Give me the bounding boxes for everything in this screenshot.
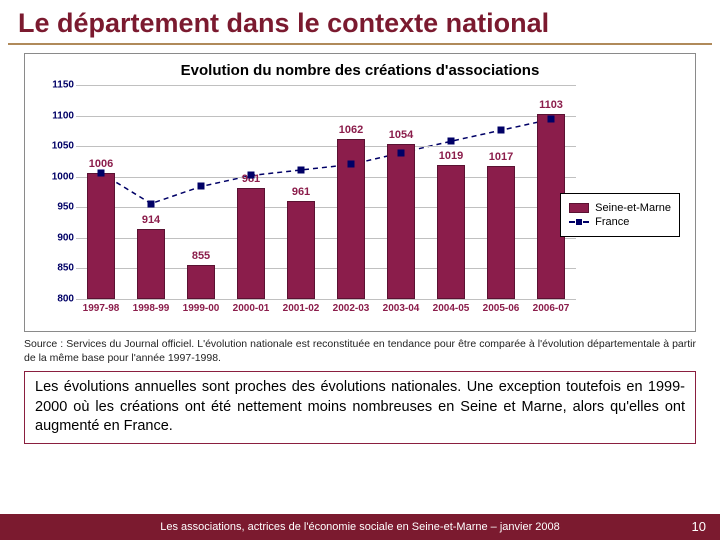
chart-canvas: 100691485598196110621054101910171103 Sei… — [40, 85, 680, 325]
legend-label: Seine-et-Marne — [595, 202, 671, 214]
line-marker — [348, 161, 355, 168]
slide-title: Le département dans le contexte national — [0, 0, 720, 43]
bar — [137, 229, 165, 299]
bar — [87, 173, 115, 299]
bar-value-label: 1062 — [339, 124, 363, 136]
bar-value-label: 1054 — [389, 129, 413, 141]
line-marker — [298, 166, 305, 173]
legend-item-bar: Seine-et-Marne — [569, 202, 671, 214]
title-underline — [8, 43, 712, 45]
y-tick-label: 1000 — [52, 171, 74, 182]
line-marker — [148, 200, 155, 207]
y-tick-label: 800 — [57, 294, 74, 305]
plot-area: 100691485598196110621054101910171103 — [76, 85, 576, 299]
y-tick-label: 850 — [57, 263, 74, 274]
line-marker — [198, 183, 205, 190]
bar-value-label: 855 — [192, 250, 210, 262]
line-marker — [398, 149, 405, 156]
analysis-text: Les évolutions annuelles sont proches de… — [24, 371, 696, 444]
bar — [287, 201, 315, 299]
bar — [237, 188, 265, 299]
y-tick-label: 1050 — [52, 141, 74, 152]
x-tick-label: 2004-05 — [433, 303, 470, 314]
bar-value-label: 1006 — [89, 158, 113, 170]
legend-swatch-line-icon — [569, 221, 589, 223]
bar-value-label: 1019 — [439, 150, 463, 162]
bar — [187, 265, 215, 299]
x-tick-label: 2006-07 — [533, 303, 570, 314]
bar-value-label: 914 — [142, 214, 160, 226]
bar-value-label: 1103 — [539, 99, 563, 111]
gridline — [76, 85, 576, 86]
legend-swatch-bar-icon — [569, 203, 589, 213]
x-tick-label: 2000-01 — [233, 303, 270, 314]
chart-legend: Seine-et-Marne France — [560, 193, 680, 237]
x-tick-label: 2005-06 — [483, 303, 520, 314]
x-tick-label: 2003-04 — [383, 303, 420, 314]
bar-value-label: 961 — [292, 186, 310, 198]
line-marker — [98, 170, 105, 177]
bar — [437, 165, 465, 299]
legend-item-line: France — [569, 216, 671, 228]
footer-text: Les associations, actrices de l'économie… — [160, 521, 560, 533]
y-tick-label: 1150 — [52, 80, 74, 91]
x-tick-label: 1997-98 — [83, 303, 120, 314]
x-tick-label: 2001-02 — [283, 303, 320, 314]
legend-label: France — [595, 216, 629, 228]
bar — [387, 144, 415, 299]
line-marker — [548, 116, 555, 123]
x-tick-label: 1998-99 — [133, 303, 170, 314]
y-tick-label: 1100 — [52, 110, 74, 121]
y-tick-label: 950 — [57, 202, 74, 213]
page-number: 10 — [692, 514, 706, 540]
bar-value-label: 1017 — [489, 151, 513, 163]
x-tick-label: 1999-00 — [183, 303, 220, 314]
bar — [487, 166, 515, 299]
gridline — [76, 299, 576, 300]
gridline — [76, 146, 576, 147]
line-marker — [248, 172, 255, 179]
source-note: Source : Services du Journal officiel. L… — [24, 338, 696, 365]
gridline — [76, 116, 576, 117]
line-marker — [448, 138, 455, 145]
line-marker — [498, 127, 505, 134]
y-tick-label: 900 — [57, 232, 74, 243]
chart-container: Evolution du nombre des créations d'asso… — [24, 53, 696, 332]
chart-title: Evolution du nombre des créations d'asso… — [35, 62, 685, 79]
footer-bar: Les associations, actrices de l'économie… — [0, 514, 720, 540]
x-tick-label: 2002-03 — [333, 303, 370, 314]
